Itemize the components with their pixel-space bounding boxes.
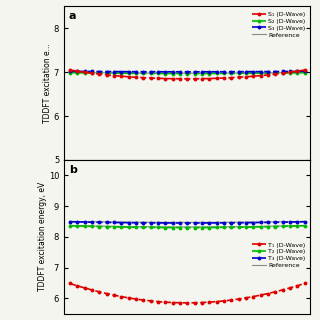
Y-axis label: TDDFT excitation energy, eV: TDDFT excitation energy, eV	[38, 182, 47, 292]
Text: b: b	[69, 164, 77, 175]
Legend: S₁ (D-Wave), S₂ (D-Wave), S₃ (D-Wave), Reference: S₁ (D-Wave), S₂ (D-Wave), S₃ (D-Wave), R…	[250, 10, 307, 39]
Y-axis label: TDDFT excitation e...: TDDFT excitation e...	[44, 43, 52, 123]
Legend: T₁ (D-Wave), T₂ (D-Wave), T₃ (D-Wave), Reference: T₁ (D-Wave), T₂ (D-Wave), T₃ (D-Wave), R…	[250, 240, 307, 270]
Text: a: a	[69, 11, 76, 21]
